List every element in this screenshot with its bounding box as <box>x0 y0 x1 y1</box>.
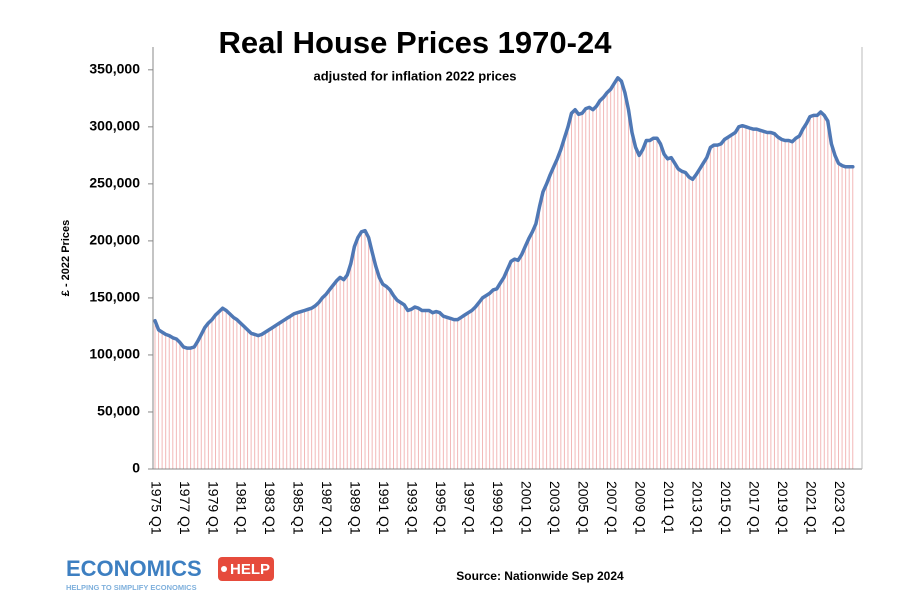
y-tick-label: 350,000 <box>89 61 140 77</box>
y-tick-label: 0 <box>132 460 140 476</box>
x-tick-label: 1987 Q1 <box>319 481 335 535</box>
logo-tag-shape <box>218 557 274 581</box>
x-tick-label: 2023 Q1 <box>832 481 848 535</box>
y-tick-label: 200,000 <box>89 232 140 248</box>
y-axis-label: £ - 2022 Prices <box>60 220 72 296</box>
x-tick-label: 2011 Q1 <box>661 481 677 534</box>
chart-title: Real House Prices 1970-24 <box>219 25 613 60</box>
x-tick-label: 2019 Q1 <box>775 481 791 535</box>
x-tick-label: 2021 Q1 <box>803 481 819 535</box>
logo-tag: HELP <box>230 561 270 578</box>
x-tick-label: 2013 Q1 <box>689 481 705 535</box>
logo-tagline: HELPING TO SIMPLIFY ECONOMICS <box>66 583 197 592</box>
x-tick-label: 1995 Q1 <box>433 481 449 535</box>
x-tick-label: 1977 Q1 <box>177 481 193 535</box>
y-tick-label: 300,000 <box>89 118 140 134</box>
logo: ECONOMICS HELP HELPING TO SIMPLIFY ECONO… <box>66 556 274 592</box>
x-tick-label: 1993 Q1 <box>405 481 421 535</box>
x-tick-label: 2001 Q1 <box>518 481 534 535</box>
x-tick-label: 1991 Q1 <box>376 481 392 535</box>
x-tick-label: 2015 Q1 <box>718 481 734 535</box>
x-tick-label: 2009 Q1 <box>632 481 648 535</box>
y-tick-label: 50,000 <box>97 403 140 419</box>
x-tick-label: 1989 Q1 <box>348 481 364 535</box>
x-tick-label: 2003 Q1 <box>547 481 563 535</box>
y-tick-label: 100,000 <box>89 346 140 362</box>
x-tick-label: 2017 Q1 <box>746 481 762 535</box>
x-tick-label: 1981 Q1 <box>234 481 250 535</box>
logo-word: ECONOMICS <box>66 556 202 581</box>
y-tick-label: 250,000 <box>89 175 140 191</box>
x-tick-label: 1999 Q1 <box>490 481 506 535</box>
x-tick-label: 1997 Q1 <box>462 481 478 535</box>
x-tick-label: 1983 Q1 <box>262 481 278 535</box>
source-note: Source: Nationwide Sep 2024 <box>456 569 624 583</box>
series-line <box>153 76 855 350</box>
x-tick-label: 1975 Q1 <box>148 481 164 535</box>
x-tick-label: 2007 Q1 <box>604 481 620 535</box>
chart-subtitle: adjusted for inflation 2022 prices <box>314 68 517 83</box>
x-tick-label: 1979 Q1 <box>205 481 221 535</box>
y-tick-label: 150,000 <box>89 289 140 305</box>
logo-tag-hole <box>221 566 227 572</box>
x-tick-label: 1985 Q1 <box>291 481 307 535</box>
x-tick-label: 2005 Q1 <box>575 481 591 535</box>
